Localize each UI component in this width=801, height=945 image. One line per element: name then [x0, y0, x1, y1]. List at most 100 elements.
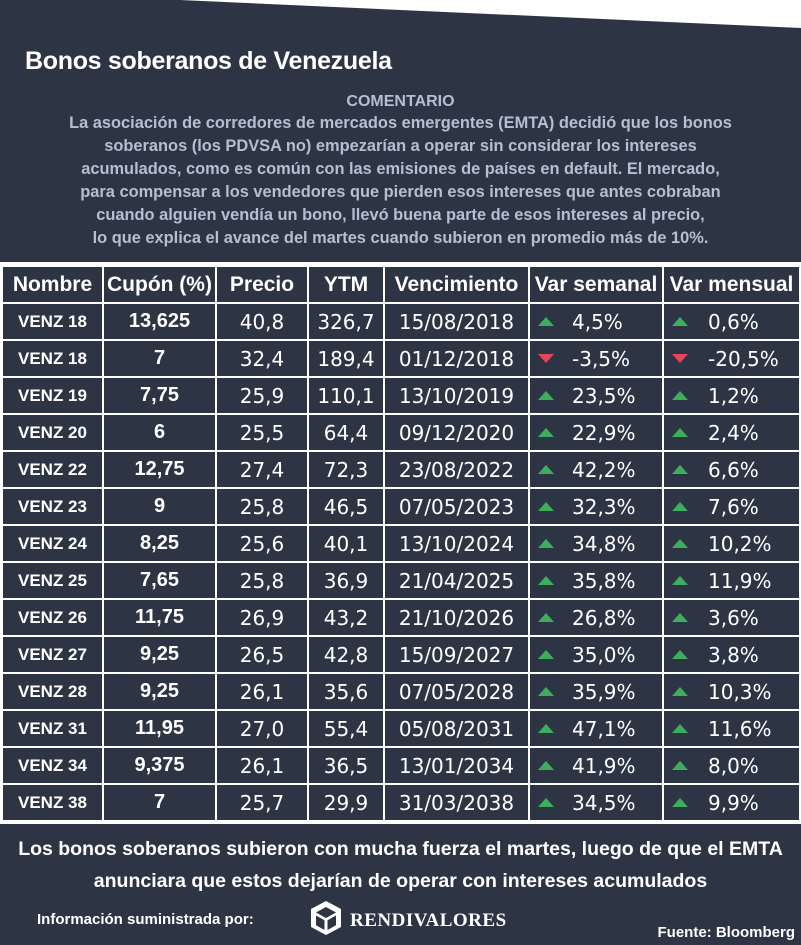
- change-value: 10,3%: [708, 679, 772, 704]
- row-price: 25,6: [217, 526, 309, 563]
- change-value: 11,6%: [708, 716, 772, 741]
- row-name: VENZ 34: [3, 748, 104, 785]
- row-name: VENZ 28: [3, 674, 104, 711]
- row-maturity: 21/04/2025: [385, 563, 530, 600]
- change-value: 32,3%: [572, 494, 636, 519]
- triangle-up-icon: [672, 687, 688, 696]
- row-name: VENZ 20: [3, 415, 104, 452]
- triangle-up-icon: [672, 502, 688, 511]
- triangle-up-icon: [672, 650, 688, 659]
- row-price: 25,8: [217, 563, 309, 600]
- title-banner: Bonos soberanos de Venezuela: [0, 0, 801, 87]
- row-ytm: 29,9: [309, 785, 385, 822]
- info-label: Información suministrada por:: [37, 911, 254, 928]
- row-coupon: 9,25: [104, 674, 217, 711]
- row-price: 27,4: [217, 452, 309, 489]
- row-coupon: 8,25: [104, 526, 217, 563]
- table-row: VENZ 20 6 25,5 64,4 09/12/2020 22,9% 2,4%: [3, 415, 799, 452]
- triangle-up-icon: [538, 428, 554, 437]
- triangle-up-icon: [672, 428, 688, 437]
- source-label: Fuente: Bloomberg: [657, 924, 796, 941]
- row-coupon: 9,375: [104, 748, 217, 785]
- change-value: -20,5%: [708, 346, 779, 371]
- change-value: -3,5%: [572, 346, 631, 371]
- row-price: 26,5: [217, 637, 309, 674]
- table-row: VENZ 24 8,25 25,6 40,1 13/10/2024 34,8% 10,2%: [3, 526, 799, 563]
- row-coupon: 11,75: [104, 600, 217, 637]
- row-weekly-change: 22,9%: [530, 415, 664, 452]
- table-row: VENZ 38 7 25,7 29,9 31/03/2038 34,5% 9,9%: [3, 785, 799, 822]
- bonds-table: Nombre Cupón (%) Precio YTM Vencimiento …: [3, 267, 799, 822]
- comment-line: lo que explica el avance del martes cuan…: [92, 229, 709, 247]
- header-weekly: Var semanal: [530, 267, 664, 304]
- footer-panel: Los bonos soberanos subieron con mucha f…: [0, 824, 801, 945]
- row-maturity: 15/09/2027: [385, 637, 530, 674]
- triangle-down-icon: [538, 354, 554, 363]
- comment-line: cuando alguien vendía un bono, llevó bue…: [96, 206, 705, 224]
- change-value: 34,5%: [572, 790, 636, 815]
- row-name: VENZ 24: [3, 526, 104, 563]
- row-ytm: 35,6: [309, 674, 385, 711]
- row-ytm: 326,7: [309, 304, 385, 341]
- row-ytm: 72,3: [309, 452, 385, 489]
- table-row: VENZ 26 11,75 26,9 43,2 21/10/2026 26,8% 3,6%: [3, 600, 799, 637]
- row-price: 25,9: [217, 378, 309, 415]
- table-row: VENZ 27 9,25 26,5 42,8 15/09/2027 35,0% 3,8%: [3, 637, 799, 674]
- row-coupon: 7: [104, 341, 217, 378]
- row-name: VENZ 19: [3, 378, 104, 415]
- comment-heading: COMENTARIO: [346, 93, 455, 110]
- row-monthly-change: 10,3%: [664, 674, 799, 711]
- table-row: VENZ 34 9,375 26,1 36,5 13/01/2034 41,9% 8,0%: [3, 748, 799, 785]
- row-weekly-change: 4,5%: [530, 304, 664, 341]
- comment-panel: COMENTARIO La asociación de corredores d…: [0, 87, 801, 262]
- change-value: 10,2%: [708, 531, 772, 556]
- change-value: 22,9%: [572, 420, 636, 445]
- triangle-down-icon: [672, 354, 688, 363]
- rendivalores-cube-logo: [311, 901, 341, 935]
- change-value: 35,8%: [572, 568, 636, 593]
- header-ytm: YTM: [309, 267, 385, 304]
- row-monthly-change: -20,5%: [664, 341, 799, 378]
- row-coupon: 7,75: [104, 378, 217, 415]
- change-value: 4,5%: [572, 309, 623, 334]
- banner-background: [0, 0, 801, 87]
- triangle-up-icon: [672, 465, 688, 474]
- row-price: 26,9: [217, 600, 309, 637]
- row-weekly-change: 42,2%: [530, 452, 664, 489]
- triangle-up-icon: [672, 761, 688, 770]
- triangle-up-icon: [672, 391, 688, 400]
- footer-summary: Los bonos soberanos subieron con mucha f…: [0, 833, 801, 897]
- change-value: 3,8%: [708, 642, 759, 667]
- triangle-up-icon: [538, 465, 554, 474]
- row-maturity: 15/08/2018: [385, 304, 530, 341]
- row-coupon: 9: [104, 489, 217, 526]
- row-name: VENZ 31: [3, 711, 104, 748]
- comment-body: La asociación de corredores de mercados …: [0, 112, 801, 250]
- row-ytm: 189,4: [309, 341, 385, 378]
- row-price: 25,5: [217, 415, 309, 452]
- triangle-up-icon: [672, 798, 688, 807]
- row-name: VENZ 23: [3, 489, 104, 526]
- logo-wordmark: RENDIVALORES: [350, 910, 507, 931]
- change-value: 9,9%: [708, 790, 759, 815]
- change-value: 0,6%: [708, 309, 759, 334]
- row-price: 26,1: [217, 674, 309, 711]
- change-value: 35,9%: [572, 679, 636, 704]
- row-name: VENZ 22: [3, 452, 104, 489]
- triangle-up-icon: [672, 613, 688, 622]
- row-coupon: 13,625: [104, 304, 217, 341]
- header-maturity: Vencimiento: [385, 267, 530, 304]
- row-coupon: 7,65: [104, 563, 217, 600]
- row-price: 25,8: [217, 489, 309, 526]
- comment-line: La asociación de corredores de mercados …: [69, 114, 732, 132]
- row-weekly-change: 35,0%: [530, 637, 664, 674]
- row-maturity: 05/08/2031: [385, 711, 530, 748]
- change-value: 35,0%: [572, 642, 636, 667]
- change-value: 8,0%: [708, 753, 759, 778]
- row-ytm: 110,1: [309, 378, 385, 415]
- row-coupon: 12,75: [104, 452, 217, 489]
- row-ytm: 43,2: [309, 600, 385, 637]
- triangle-up-icon: [672, 317, 688, 326]
- triangle-up-icon: [538, 761, 554, 770]
- table-row: VENZ 22 12,75 27,4 72,3 23/08/2022 42,2% 6,6%: [3, 452, 799, 489]
